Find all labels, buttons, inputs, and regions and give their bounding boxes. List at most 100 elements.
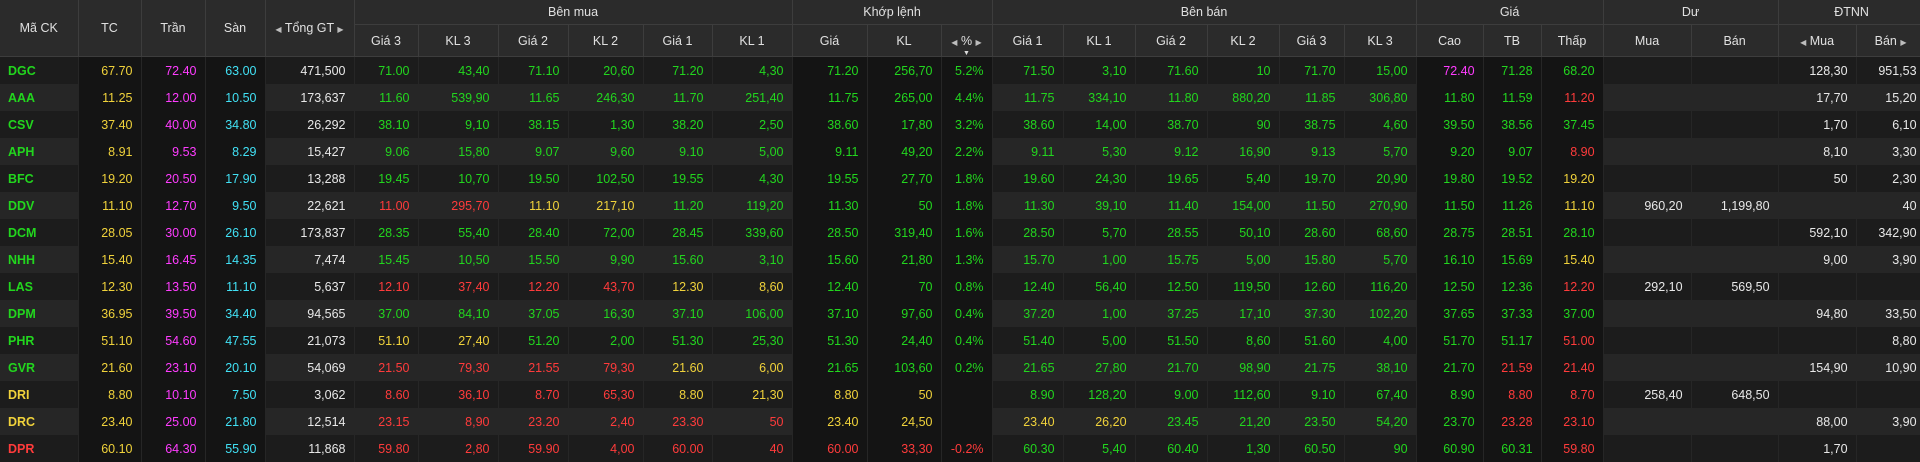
- sell-price-cell: 9.13: [1279, 138, 1344, 165]
- header-symbol[interactable]: Mã CK: [0, 0, 78, 57]
- match-pct-cell: 0.8%: [941, 273, 992, 300]
- buy-price-cell: 9.06: [354, 138, 418, 165]
- match-vol-cell: 49,20: [867, 138, 941, 165]
- sell-price-cell: 15.70: [992, 246, 1063, 273]
- header-total[interactable]: ◀ Tổng GT ▶: [265, 0, 354, 57]
- sell-price-cell: 37.20: [992, 300, 1063, 327]
- foreign-buy-cell: [1778, 327, 1856, 354]
- buy-vol-cell: 2,80: [418, 435, 498, 462]
- low-price-cell: 51.00: [1541, 327, 1603, 354]
- header-low[interactable]: Thấp: [1541, 25, 1603, 57]
- foreign-sell-cell: 951,53: [1856, 57, 1920, 85]
- match-price-cell: 60.00: [792, 435, 867, 462]
- header-remain-group: Dư: [1603, 0, 1778, 25]
- header-floor[interactable]: Sàn: [205, 0, 265, 57]
- header-remain-sell[interactable]: Bán: [1691, 25, 1778, 57]
- buy-price-cell: 38.20: [643, 111, 712, 138]
- header-sell-vol2[interactable]: KL 2: [1207, 25, 1279, 57]
- symbol-cell: AAA: [0, 84, 78, 111]
- nav-right-icon[interactable]: ▶: [337, 25, 343, 34]
- nav-right-icon[interactable]: ▶: [976, 38, 982, 47]
- header-ceil[interactable]: Trần: [141, 0, 205, 57]
- match-price-cell: 8.80: [792, 381, 867, 408]
- remain-buy-cell: [1603, 246, 1691, 273]
- floor-price-cell: 63.00: [205, 57, 265, 85]
- header-high[interactable]: Cao: [1416, 25, 1483, 57]
- sell-vol-cell: 4,00: [1344, 327, 1416, 354]
- buy-price-cell: 71.20: [643, 57, 712, 85]
- foreign-sell-cell: 40: [1856, 192, 1920, 219]
- buy-vol-cell: 21,30: [712, 381, 792, 408]
- floor-price-cell: 7.50: [205, 381, 265, 408]
- match-vol-cell: 319,40: [867, 219, 941, 246]
- sell-price-cell: 23.40: [992, 408, 1063, 435]
- header-sell-vol1[interactable]: KL 1: [1063, 25, 1135, 57]
- sell-price-cell: 8.90: [992, 381, 1063, 408]
- header-sell-price3[interactable]: Giá 3: [1279, 25, 1344, 57]
- remain-buy-cell: [1603, 219, 1691, 246]
- buy-price-cell: 28.35: [354, 219, 418, 246]
- low-price-cell: 8.70: [1541, 381, 1603, 408]
- nav-left-icon[interactable]: ◀: [1800, 38, 1806, 47]
- ceil-price-cell: 9.53: [141, 138, 205, 165]
- header-buy-vol2[interactable]: KL 2: [568, 25, 643, 57]
- buy-vol-cell: 251,40: [712, 84, 792, 111]
- header-buy-vol1[interactable]: KL 1: [712, 25, 792, 57]
- header-buy-price2[interactable]: Giá 2: [498, 25, 568, 57]
- nav-left-icon[interactable]: ◀: [275, 25, 281, 34]
- remain-buy-cell: [1603, 300, 1691, 327]
- header-sell-price2[interactable]: Giá 2: [1135, 25, 1207, 57]
- header-match-group: Khớp lệnh: [792, 0, 992, 25]
- foreign-buy-cell: [1778, 192, 1856, 219]
- header-match-vol[interactable]: KL: [867, 25, 941, 57]
- header-buy-price3[interactable]: Giá 3: [354, 25, 418, 57]
- sell-vol-cell: 5,00: [1063, 327, 1135, 354]
- buy-price-cell: 21.60: [643, 354, 712, 381]
- remain-sell-cell: [1691, 57, 1778, 85]
- remain-sell-cell: [1691, 300, 1778, 327]
- sort-desc-icon[interactable]: ▼: [963, 50, 970, 57]
- header-avg[interactable]: TB: [1483, 25, 1541, 57]
- header-match-pct[interactable]: ◀ %▼ ▶: [941, 25, 992, 57]
- match-vol-cell: 21,80: [867, 246, 941, 273]
- buy-vol-cell: 9,10: [418, 111, 498, 138]
- high-price-cell: 39.50: [1416, 111, 1483, 138]
- remain-sell-cell: [1691, 165, 1778, 192]
- sell-price-cell: 12.50: [1135, 273, 1207, 300]
- header-foreign-sell[interactable]: Bán ▶: [1856, 25, 1920, 57]
- sell-vol-cell: 1,30: [1207, 435, 1279, 462]
- header-buy-price1[interactable]: Giá 1: [643, 25, 712, 57]
- header-match-price[interactable]: Giá: [792, 25, 867, 57]
- high-price-cell: 60.90: [1416, 435, 1483, 462]
- high-price-cell: 8.90: [1416, 381, 1483, 408]
- header-remain-buy[interactable]: Mua: [1603, 25, 1691, 57]
- header-foreign-buy[interactable]: ◀ Mua: [1778, 25, 1856, 57]
- buy-vol-cell: 295,70: [418, 192, 498, 219]
- sell-vol-cell: 5,70: [1063, 219, 1135, 246]
- header-sell-vol3[interactable]: KL 3: [1344, 25, 1416, 57]
- nav-left-icon[interactable]: ◀: [951, 38, 957, 47]
- remain-sell-cell: [1691, 111, 1778, 138]
- foreign-buy-cell: 50: [1778, 165, 1856, 192]
- nav-right-icon[interactable]: ▶: [1900, 38, 1906, 47]
- header-buy-vol3[interactable]: KL 3: [418, 25, 498, 57]
- ref-price-cell: 12.30: [78, 273, 141, 300]
- header-ref[interactable]: TC: [78, 0, 141, 57]
- header-sell-price1[interactable]: Giá 1: [992, 25, 1063, 57]
- sell-price-cell: 38.75: [1279, 111, 1344, 138]
